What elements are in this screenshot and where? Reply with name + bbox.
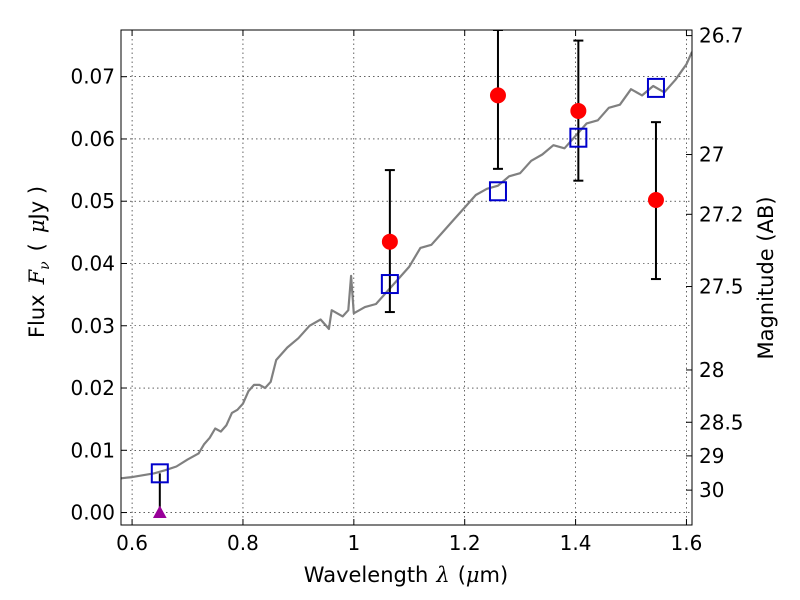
- y-tick-label: 0.00: [70, 501, 115, 525]
- x-tick-label: 1: [347, 531, 360, 555]
- x-axis-label-unit-mu: μ: [466, 563, 480, 587]
- x-axis-label-symbol: λ: [435, 563, 449, 587]
- x-tick-label: 0.6: [116, 531, 148, 555]
- y-axis-ticks: 0.00 0.01 0.02 0.03 0.04 0.05 0.06 0.07: [70, 65, 127, 525]
- y-axis-label-unit-open: (: [25, 243, 49, 251]
- y-tick-label: 0.05: [70, 189, 115, 213]
- x-tick-label: 1.4: [560, 531, 592, 555]
- y-axis-label-unit-mu: μ: [25, 219, 49, 233]
- y-tick-label: 0.03: [70, 314, 115, 338]
- x-tick-label: 1.2: [449, 531, 481, 555]
- model-photometry-square: [150, 463, 169, 484]
- upper-limit-triangle: [152, 505, 167, 519]
- y-tick-label: 0.01: [70, 438, 115, 462]
- observed-photometry-point: [647, 191, 664, 208]
- y-tick-label: 0.04: [70, 251, 115, 275]
- observed-photometry-point: [489, 87, 506, 104]
- y-tick-label: 0.06: [70, 127, 115, 151]
- model-photometry-square: [569, 127, 588, 148]
- y2-axis-label: Magnitude (AB): [754, 196, 778, 359]
- x-axis-label-text: Wavelength: [304, 563, 429, 587]
- y2-tick-label: 28.5: [699, 410, 744, 434]
- x-axis-label: Wavelength λ (μm): [304, 563, 508, 587]
- observed-photometry-point: [570, 102, 587, 119]
- x-axis-label-unit-rest: m): [480, 563, 509, 587]
- x-axis-ticks: 0.6 0.8 1 1.2 1.4 1.6: [116, 30, 702, 555]
- model-photometry-square: [380, 274, 399, 295]
- y-axis-label-text: Flux: [25, 294, 49, 338]
- y-tick-label: 0.07: [70, 65, 115, 89]
- observed-photometry-point: [381, 233, 398, 250]
- model-photometry-square: [488, 181, 507, 202]
- y2-tick-label: 26.7: [699, 24, 744, 48]
- y-axis-label-symbol-sub: ν: [37, 261, 53, 270]
- x-tick-label: 0.8: [227, 531, 259, 555]
- model-photometry-square: [646, 77, 665, 98]
- plot-content: [121, 30, 692, 519]
- plot-frame: [120, 29, 693, 526]
- y2-axis-ticks: 26.7 27 27.2 27.5 28 28.5 29 30: [686, 24, 744, 502]
- plot-area: [121, 30, 692, 519]
- y-axis-label: Flux Fν ( μJy ): [25, 186, 53, 338]
- y-axis-label-unit-rest: Jy ): [25, 186, 49, 222]
- y2-tick-label: 29: [699, 444, 724, 468]
- x-tick-label: 1.6: [671, 531, 703, 555]
- y2-tick-label: 27.5: [699, 275, 744, 299]
- y2-tick-label: 28: [699, 358, 724, 382]
- y2-tick-label: 27: [699, 143, 724, 167]
- y2-tick-label: 30: [699, 478, 724, 502]
- y2-tick-label: 27.2: [699, 202, 744, 226]
- y-tick-label: 0.02: [70, 376, 115, 400]
- x-axis-label-unit-open: (: [458, 563, 466, 587]
- grid: [121, 30, 692, 525]
- y-axis-label-symbol: F: [25, 268, 49, 285]
